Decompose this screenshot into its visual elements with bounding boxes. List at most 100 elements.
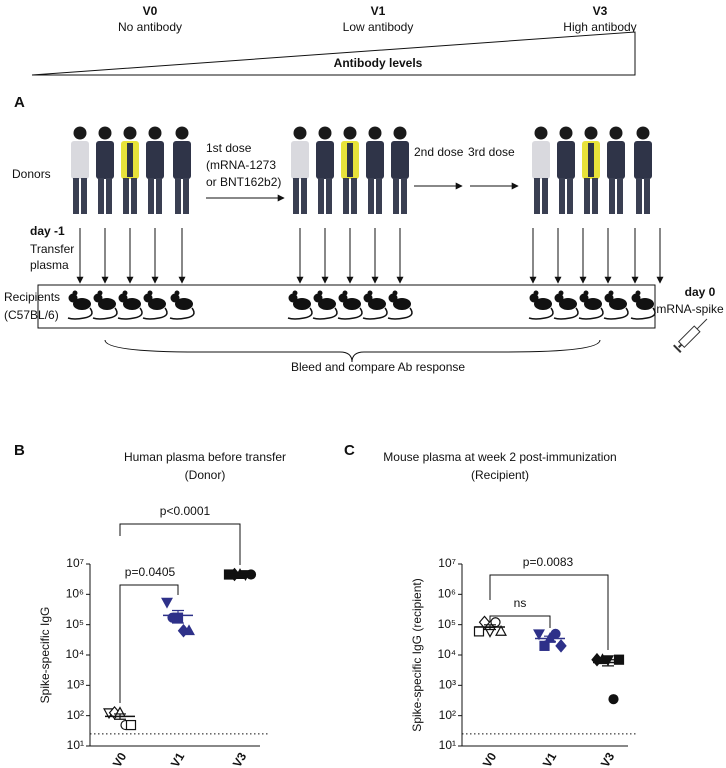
head [579,293,589,303]
head [148,126,162,140]
mouse-icon [528,290,554,320]
ear [147,290,153,296]
leg [584,178,590,214]
leg [183,178,189,214]
torso [173,141,191,179]
tail [578,307,604,320]
tail [67,307,93,320]
wedge [31,31,636,76]
mouse-icon [142,290,168,320]
torso [366,141,384,179]
x-tick-label: V0 [480,750,500,768]
leg [368,178,374,214]
y-tick-label: 10³ [439,678,456,692]
leg [123,178,129,214]
donors-label: Donors [12,167,51,181]
y-axis-label: Spike-specific IgG [38,607,52,704]
torso [71,141,89,179]
tail [603,307,629,320]
chart: B Human plasma before transfer (Donor) Spik… [14,442,286,768]
leg [393,178,399,214]
leg [542,178,548,214]
comparison-bracket [489,615,551,628]
mouse-icon [387,290,413,320]
ear [392,290,398,296]
donor-icon [71,126,89,214]
y-tick-label: 10⁵ [66,617,84,631]
error-bar [484,624,496,631]
donor-icon [391,126,409,214]
tail [528,307,554,320]
ear [558,290,564,296]
tail [630,307,656,320]
day-label: day 0 [685,285,716,299]
tail [287,307,313,320]
point [490,617,501,628]
y-tick-label: 10⁷ [438,556,456,570]
y-tick-label: 10⁶ [66,587,84,601]
recipients-label: (C57BL/6) [4,308,59,322]
leg [148,178,154,214]
torso [607,141,625,179]
body [293,298,311,310]
tail [169,307,195,320]
chart-subtitle: (Donor) [185,468,226,482]
x-tick-label: V3 [230,750,250,768]
dose-label: 1st dose [206,141,252,155]
body [534,298,552,310]
leg [131,178,137,214]
tail [387,307,413,320]
torso [532,141,550,179]
body [318,298,336,310]
x-tick-label: V1 [168,750,188,768]
level-label: V0 [143,4,158,18]
leg [98,178,104,214]
leg [293,178,299,214]
point [161,597,173,609]
head [636,126,650,140]
donor-icon [582,126,600,214]
donor-icon [316,126,334,214]
leg [592,178,598,214]
body [343,298,361,310]
head [604,293,614,303]
level-label: V3 [593,4,608,18]
inner [127,143,133,177]
error-bar [172,609,184,624]
ear [533,290,539,296]
point [613,654,625,665]
dose-label: or BNT162b2) [206,175,281,189]
error-bar [114,713,126,720]
ear [122,290,128,296]
y-tick-label: 10⁵ [438,617,456,631]
comparison-label: p<0.0001 [160,504,211,518]
head [73,126,87,140]
comparison-bracket [489,574,609,650]
torso [316,141,334,179]
donor-icon [291,126,309,214]
y-tick-label: 10² [439,708,456,722]
tail [92,307,118,320]
donor-icon [557,126,575,214]
mouse-icon [578,290,604,320]
donor-icon [366,126,384,214]
leg [376,178,382,214]
head [343,126,357,140]
leg [81,178,87,214]
point [125,719,137,731]
panel-letter: B [14,442,25,459]
ear [317,290,323,296]
level-sublabel: Low antibody [343,20,414,34]
head [338,293,348,303]
y-tick-label: 10¹ [67,738,84,752]
point [608,694,619,705]
head [175,126,189,140]
panel-letter: C [344,442,355,459]
body [609,298,627,310]
ear [608,290,614,296]
head [98,126,112,140]
level-label: V1 [371,4,386,18]
ear [367,290,373,296]
leg [534,178,540,214]
mouse-icon [287,290,313,320]
